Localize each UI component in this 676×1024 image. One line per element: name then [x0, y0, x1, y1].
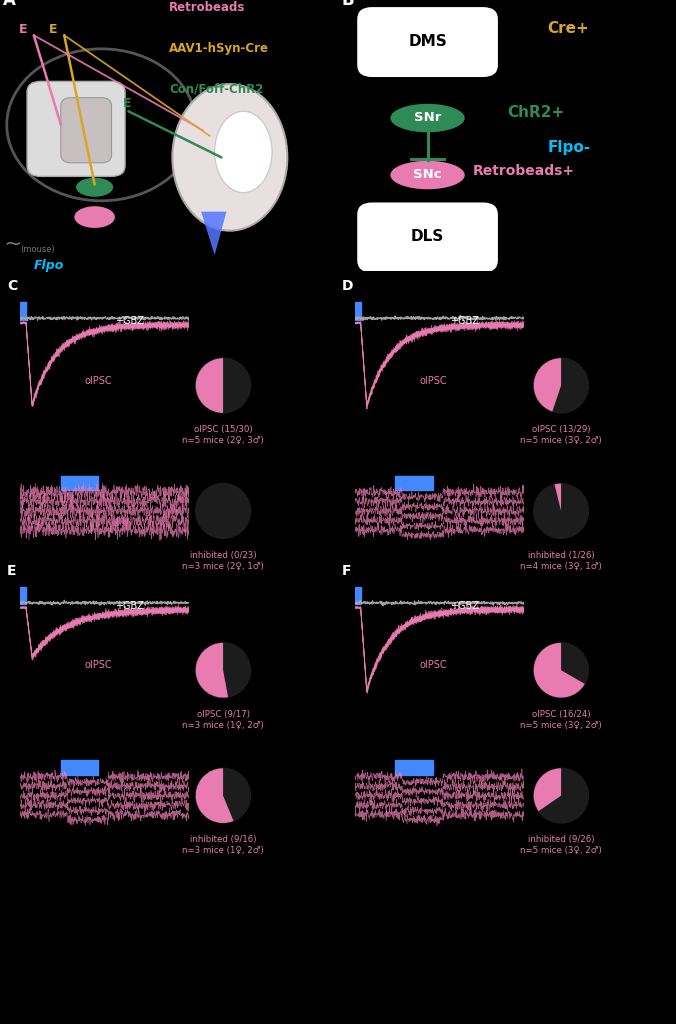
Circle shape: [533, 768, 588, 823]
Text: F: F: [341, 564, 351, 579]
Text: E: E: [7, 564, 16, 579]
Circle shape: [533, 358, 588, 413]
Text: +GBZ: +GBZ: [115, 601, 144, 610]
Circle shape: [195, 643, 250, 697]
Text: A: A: [3, 0, 16, 9]
Text: SNc: SNc: [413, 168, 442, 181]
Wedge shape: [196, 768, 233, 823]
Wedge shape: [534, 358, 561, 412]
Text: Cre+: Cre+: [548, 20, 589, 36]
Polygon shape: [201, 212, 226, 255]
Text: ChR2+: ChR2+: [507, 104, 564, 120]
FancyBboxPatch shape: [358, 204, 497, 271]
Text: oIPSC: oIPSC: [419, 660, 447, 671]
Text: ~: ~: [3, 233, 22, 254]
Text: Retrobeads: Retrobeads: [169, 1, 245, 14]
Text: oIPSC (9/17)
n=3 mice (1♀, 2♂): oIPSC (9/17) n=3 mice (1♀, 2♂): [183, 710, 264, 730]
Ellipse shape: [215, 112, 272, 193]
Bar: [395, 475, 433, 490]
Text: Flpo-: Flpo-: [548, 140, 591, 155]
Bar: [355, 302, 361, 319]
Bar: [61, 760, 98, 775]
Text: inhibited (0/23)
n=3 mice (2♀, 1♂): inhibited (0/23) n=3 mice (2♀, 1♂): [183, 551, 264, 570]
Text: oIPSC: oIPSC: [419, 376, 447, 386]
Text: AAV1-hSyn-Cre: AAV1-hSyn-Cre: [169, 42, 269, 54]
Text: oIPSC (13/29)
n=5 mice (3♀, 2♂): oIPSC (13/29) n=5 mice (3♀, 2♂): [521, 425, 602, 445]
Text: oIPSC (16/24)
n=5 mice (3♀, 2♂): oIPSC (16/24) n=5 mice (3♀, 2♂): [521, 710, 602, 730]
Text: E: E: [19, 23, 27, 36]
Circle shape: [533, 483, 588, 539]
Bar: [355, 587, 361, 604]
Text: oIPSC: oIPSC: [84, 660, 112, 671]
Text: (mouse): (mouse): [20, 246, 55, 254]
FancyBboxPatch shape: [27, 82, 125, 176]
Bar: [61, 475, 98, 490]
Text: oIPSC (15/30)
n=5 mice (2♀, 3♂): oIPSC (15/30) n=5 mice (2♀, 3♂): [183, 425, 264, 445]
Bar: [20, 587, 26, 604]
Text: SNr: SNr: [414, 111, 441, 124]
Bar: [395, 760, 433, 775]
Text: inhibited (9/16)
n=3 mice (1♀, 2♂): inhibited (9/16) n=3 mice (1♀, 2♂): [183, 836, 264, 855]
FancyBboxPatch shape: [61, 97, 112, 163]
Bar: [20, 302, 26, 319]
Text: Con/Foff-ChR2: Con/Foff-ChR2: [169, 82, 264, 95]
Text: B: B: [341, 0, 354, 9]
Text: DLS: DLS: [411, 229, 444, 244]
FancyBboxPatch shape: [358, 8, 497, 76]
Text: D: D: [341, 280, 353, 294]
Circle shape: [195, 768, 250, 823]
Text: +GBZ: +GBZ: [115, 316, 144, 326]
Wedge shape: [534, 768, 561, 811]
Circle shape: [195, 358, 250, 413]
Text: C: C: [7, 280, 17, 294]
Ellipse shape: [390, 161, 465, 189]
Text: +GBZ: +GBZ: [450, 316, 479, 326]
Wedge shape: [196, 358, 223, 413]
Circle shape: [195, 483, 250, 539]
Wedge shape: [554, 483, 561, 511]
Text: Retrobeads+: Retrobeads+: [473, 164, 575, 178]
Text: inhibited (1/26)
n=4 mice (3♀, 1♂): inhibited (1/26) n=4 mice (3♀, 1♂): [521, 551, 602, 570]
Text: DMS: DMS: [408, 34, 447, 49]
Ellipse shape: [390, 103, 465, 132]
Wedge shape: [196, 643, 228, 697]
Circle shape: [533, 643, 588, 697]
Ellipse shape: [172, 84, 287, 230]
Text: E: E: [49, 23, 57, 36]
Text: E: E: [123, 97, 132, 111]
Ellipse shape: [74, 206, 115, 228]
Text: +GBZ: +GBZ: [450, 601, 479, 610]
Ellipse shape: [76, 178, 114, 197]
Text: oIPSC: oIPSC: [84, 376, 112, 386]
Text: inhibited (9/26)
n=5 mice (3♀, 2♂): inhibited (9/26) n=5 mice (3♀, 2♂): [521, 836, 602, 855]
Text: Flpo: Flpo: [34, 259, 64, 271]
Wedge shape: [534, 643, 585, 697]
